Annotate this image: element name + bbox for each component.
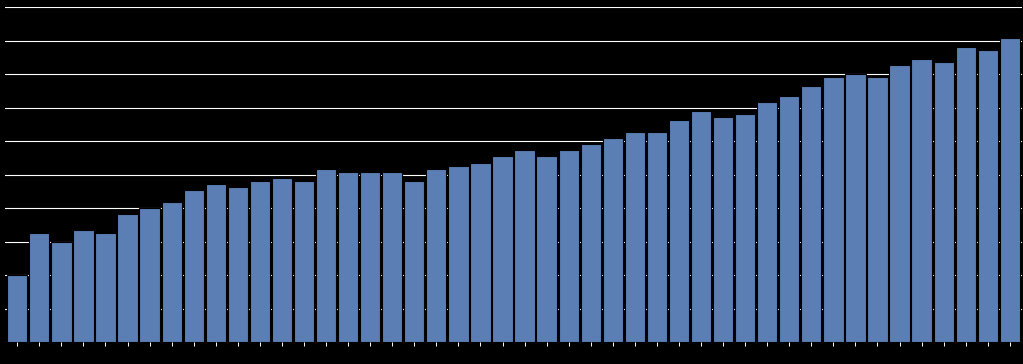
- Bar: [118, 214, 138, 342]
- Bar: [316, 169, 337, 342]
- Bar: [7, 275, 28, 342]
- Bar: [382, 172, 402, 342]
- Bar: [889, 65, 909, 342]
- Bar: [250, 181, 270, 342]
- Bar: [95, 233, 116, 342]
- Bar: [74, 230, 93, 342]
- Bar: [713, 117, 733, 342]
- Bar: [559, 150, 579, 342]
- Bar: [183, 190, 204, 342]
- Bar: [294, 181, 314, 342]
- Bar: [955, 47, 976, 342]
- Bar: [691, 111, 711, 342]
- Bar: [139, 208, 160, 342]
- Bar: [30, 233, 49, 342]
- Bar: [757, 102, 777, 342]
- Bar: [206, 184, 226, 342]
- Bar: [934, 62, 953, 342]
- Bar: [404, 181, 425, 342]
- Bar: [911, 59, 932, 342]
- Bar: [780, 96, 799, 342]
- Bar: [536, 157, 557, 342]
- Bar: [824, 77, 844, 342]
- Bar: [492, 157, 513, 342]
- Bar: [51, 242, 72, 342]
- Bar: [427, 169, 446, 342]
- Bar: [978, 50, 997, 342]
- Bar: [228, 187, 248, 342]
- Bar: [515, 150, 535, 342]
- Bar: [581, 144, 601, 342]
- Bar: [999, 38, 1020, 342]
- Bar: [448, 166, 469, 342]
- Bar: [625, 132, 646, 342]
- Bar: [735, 114, 755, 342]
- Bar: [801, 86, 821, 342]
- Bar: [669, 120, 690, 342]
- Bar: [360, 172, 381, 342]
- Bar: [647, 132, 667, 342]
- Bar: [338, 172, 358, 342]
- Bar: [471, 163, 491, 342]
- Bar: [603, 138, 623, 342]
- Bar: [162, 202, 182, 342]
- Bar: [845, 74, 865, 342]
- Bar: [868, 77, 888, 342]
- Bar: [272, 178, 293, 342]
